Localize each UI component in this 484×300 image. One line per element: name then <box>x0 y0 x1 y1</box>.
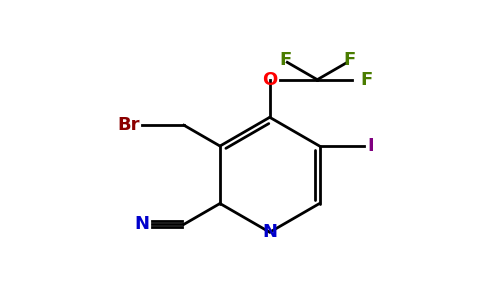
Text: F: F <box>343 51 355 69</box>
Text: N: N <box>262 223 277 241</box>
Text: N: N <box>134 215 149 233</box>
Text: F: F <box>279 51 291 69</box>
Text: Br: Br <box>118 116 140 134</box>
Text: F: F <box>360 71 372 89</box>
Text: O: O <box>262 71 277 89</box>
Text: I: I <box>367 137 374 155</box>
